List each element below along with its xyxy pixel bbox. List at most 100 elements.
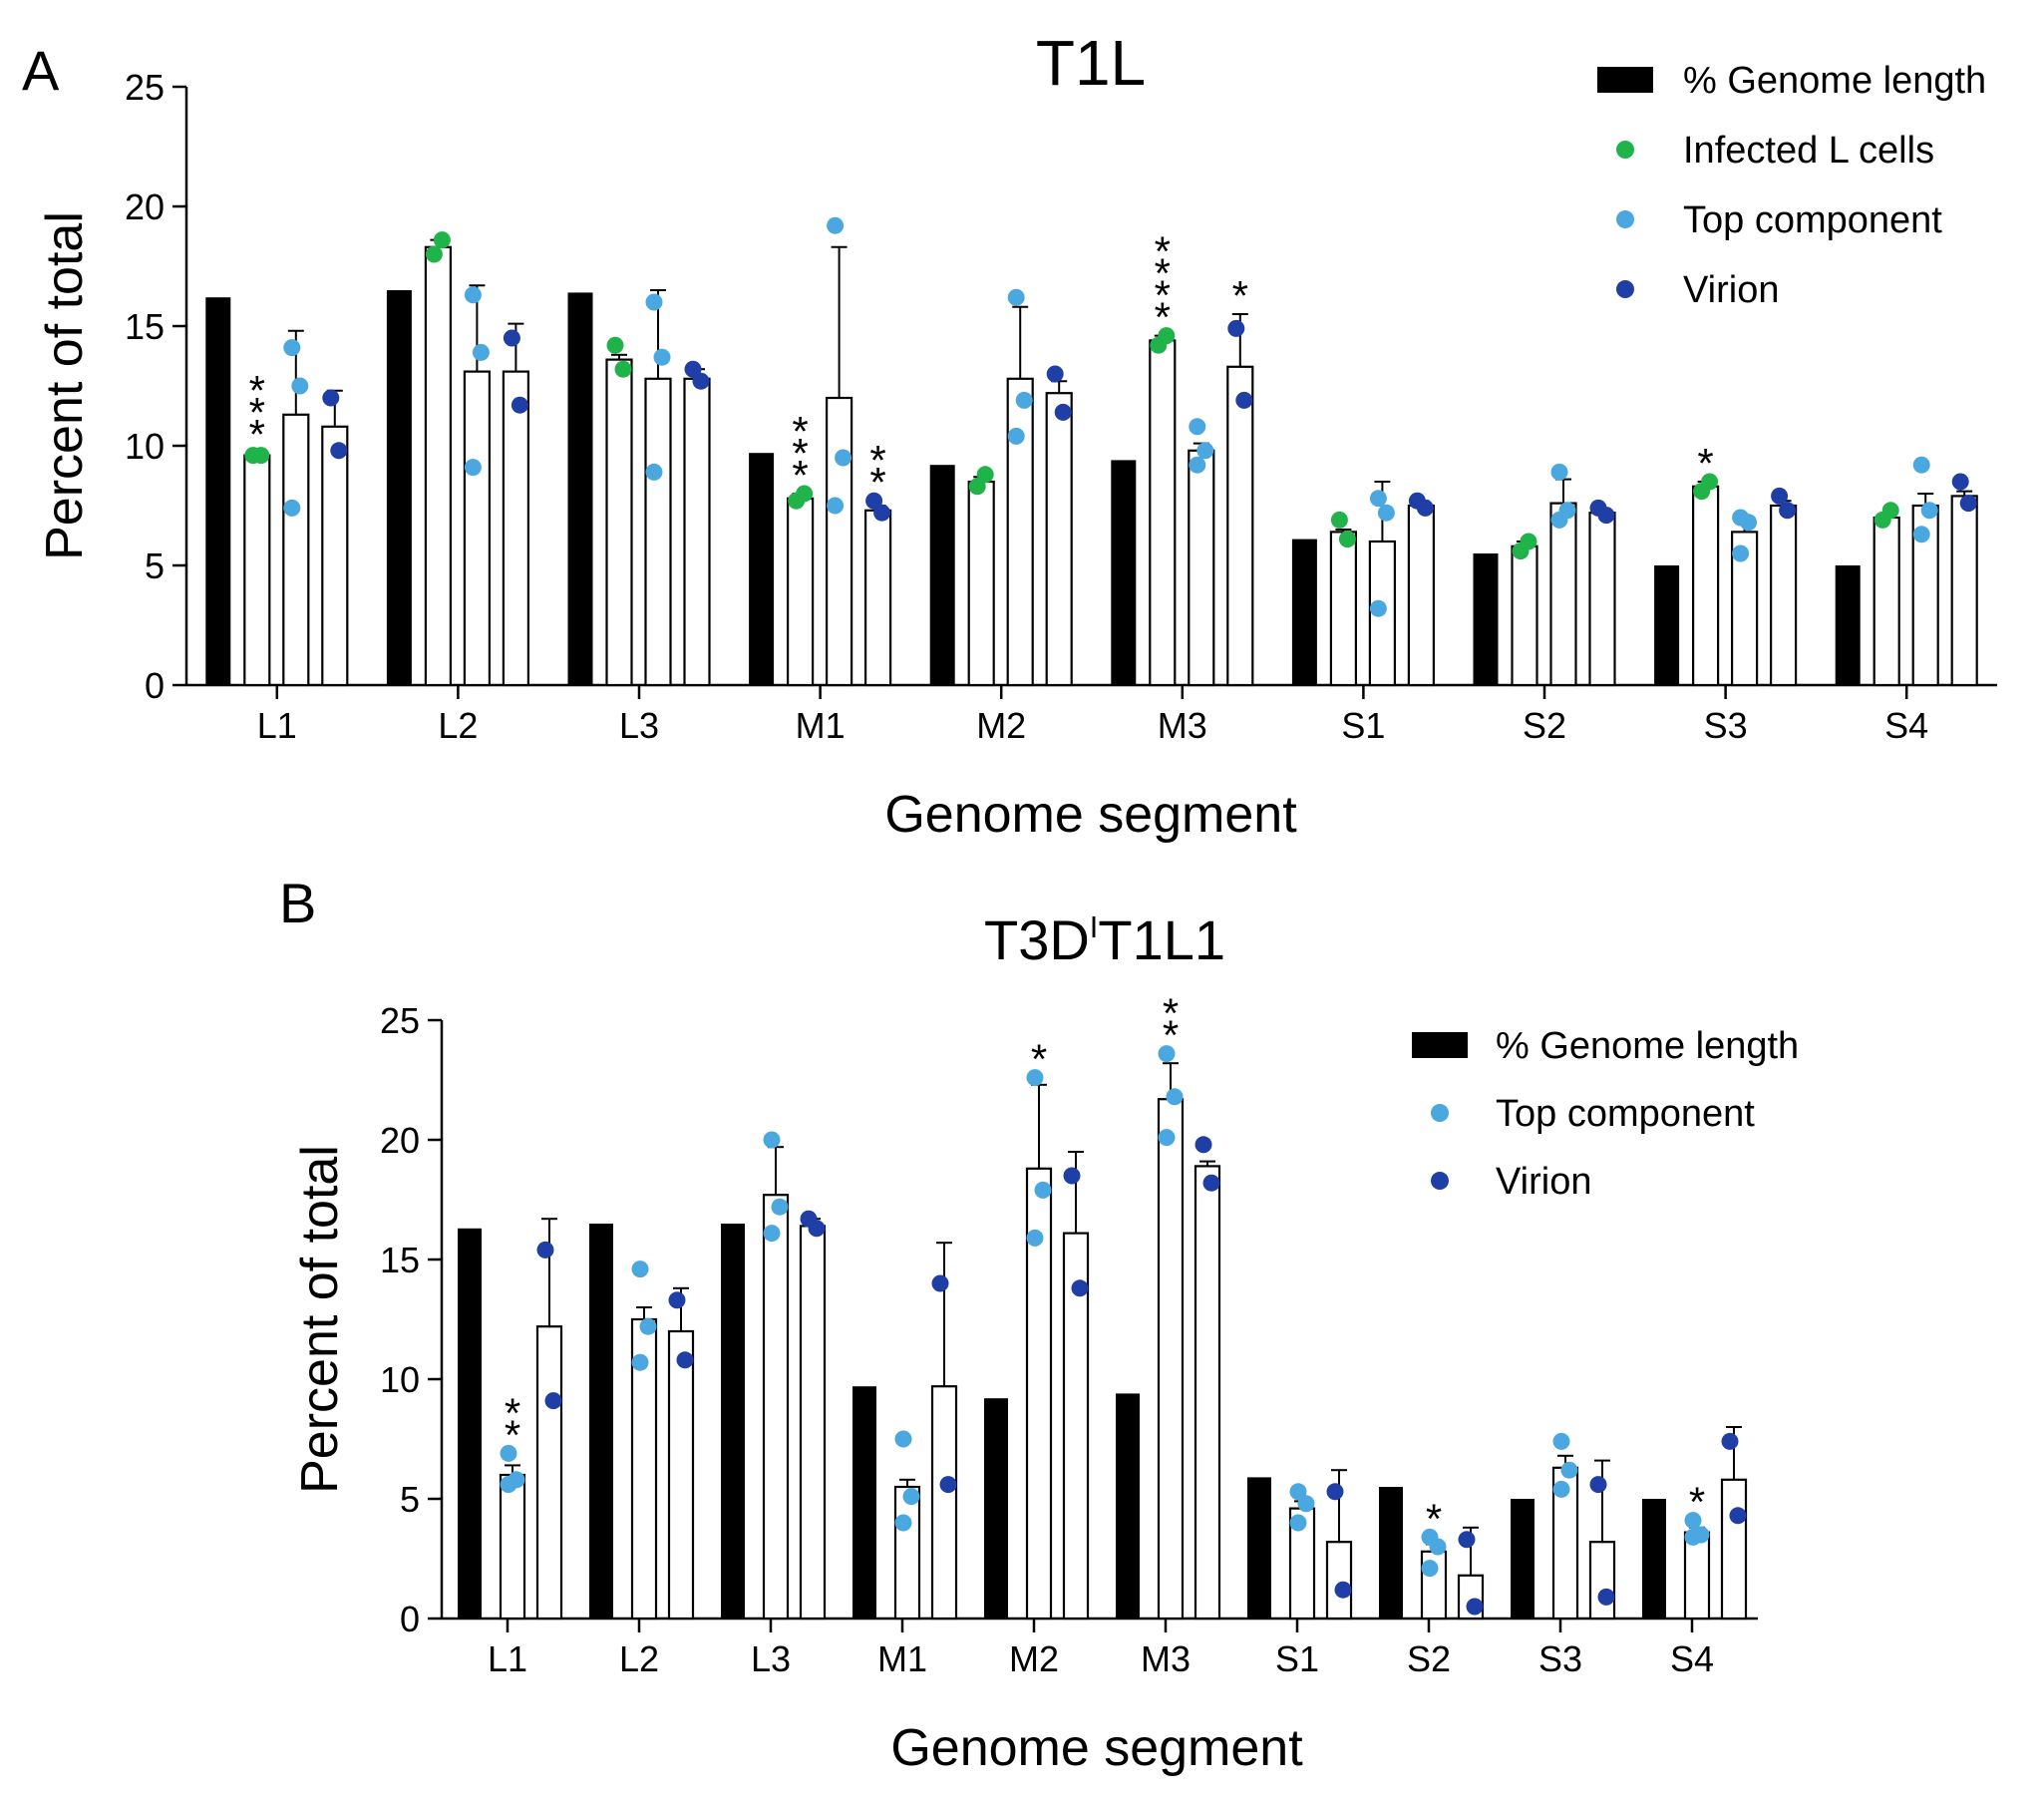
bar <box>1835 565 1861 685</box>
x-tick-label: M3 <box>1141 1638 1191 1679</box>
legend-swatch-dot <box>1616 210 1634 228</box>
bar <box>852 1386 876 1619</box>
x-tick-label: S4 <box>1884 705 1928 746</box>
data-point <box>1550 463 1568 481</box>
bar <box>1873 516 1900 687</box>
data-point <box>1007 288 1025 306</box>
bar <box>282 413 310 687</box>
data-point <box>1732 544 1750 562</box>
data-point <box>503 329 520 347</box>
bar <box>424 245 452 687</box>
data-point <box>1912 526 1930 543</box>
bar <box>893 1485 921 1620</box>
bar <box>644 377 672 687</box>
data-point <box>1054 403 1072 421</box>
data-point <box>1015 391 1033 409</box>
data-point <box>645 293 663 311</box>
data-point <box>1684 1512 1702 1530</box>
data-point <box>894 1514 912 1532</box>
bar <box>589 1224 613 1619</box>
data-point <box>1026 1229 1044 1247</box>
data-point <box>283 499 301 517</box>
data-point <box>1550 511 1568 529</box>
panel-label: A <box>22 39 60 102</box>
legend-label: % Genome length <box>1496 1025 1799 1067</box>
data-point <box>902 1488 920 1506</box>
bar <box>1062 1232 1090 1620</box>
significance-asterisk: * <box>249 389 265 436</box>
data-point <box>464 286 482 304</box>
y-tick-label: 5 <box>145 545 165 586</box>
legend-label: Virion <box>1496 1161 1591 1203</box>
data-point <box>976 466 994 484</box>
y-tick-label: 5 <box>400 1479 420 1520</box>
data-point <box>763 1225 781 1243</box>
bar <box>1226 365 1254 687</box>
x-tick-label: S3 <box>1538 1638 1582 1679</box>
data-point <box>1227 319 1245 337</box>
bar <box>502 370 529 687</box>
bar <box>1588 1541 1616 1620</box>
data-point <box>835 449 852 467</box>
x-tick-label: L3 <box>751 1638 791 1679</box>
data-point <box>931 1274 949 1292</box>
bar <box>825 396 853 687</box>
legend-label: % Genome length <box>1683 60 1986 102</box>
legend-swatch-bar <box>1597 67 1653 93</box>
legend: % Genome length Top component Virion <box>1412 1025 1799 1203</box>
bar <box>984 1398 1008 1619</box>
bar <box>1511 544 1538 687</box>
data-point <box>1771 487 1789 505</box>
significance-asterisk: * <box>792 452 808 499</box>
series-top-component <box>282 216 1939 687</box>
significance-asterisk: * <box>249 367 265 414</box>
data-point <box>1046 365 1064 383</box>
data-point <box>684 360 702 378</box>
data-point <box>472 343 490 361</box>
significance-asterisk: * <box>1232 272 1248 319</box>
data-point <box>676 1351 694 1369</box>
x-tick-label: S2 <box>1407 1638 1451 1679</box>
data-point <box>1429 1538 1447 1556</box>
data-point <box>425 245 443 263</box>
data-point <box>1289 1514 1307 1532</box>
x-tick-label: S1 <box>1341 705 1385 746</box>
bar <box>386 290 412 685</box>
data-point <box>1334 1581 1352 1599</box>
data-point <box>1740 514 1758 532</box>
series-infected-l-cells: *********** <box>243 228 1900 687</box>
data-point <box>1951 473 1969 491</box>
significance-asterisk: * <box>1155 294 1171 341</box>
significance-asterisk: * <box>1697 440 1713 487</box>
x-tick-label: M2 <box>1009 1638 1059 1679</box>
x-tick-label: L1 <box>257 705 297 746</box>
y-axis-label: Percent of total <box>291 1145 349 1494</box>
data-point <box>796 485 814 503</box>
legend-label: Infected L cells <box>1683 130 1934 172</box>
data-point <box>1552 1432 1570 1450</box>
data-point <box>330 442 348 460</box>
data-point <box>1369 490 1387 508</box>
bar <box>458 1228 482 1619</box>
data-point <box>1196 442 1214 460</box>
significance-asterisk: * <box>869 459 885 506</box>
series-virion: * * * <box>321 272 1978 687</box>
bar <box>1247 1477 1271 1619</box>
bar <box>1111 460 1137 685</box>
data-point <box>1779 502 1797 520</box>
bar <box>749 453 775 685</box>
legend-label: Top component <box>1496 1093 1755 1135</box>
data-point <box>1369 599 1387 617</box>
x-tick-label: M2 <box>976 705 1026 746</box>
data-point <box>500 1476 517 1494</box>
chart-title-main: T3D <box>984 908 1090 971</box>
data-point <box>1589 1476 1607 1494</box>
bar <box>1325 1541 1353 1620</box>
data-point <box>1552 1480 1570 1498</box>
data-point <box>939 1476 957 1494</box>
bar <box>1045 392 1073 687</box>
chart-title: T3DIT1L1 <box>984 908 1225 971</box>
chart-title: T1L <box>1036 27 1146 99</box>
bar <box>863 509 892 687</box>
data-point <box>1235 391 1253 409</box>
